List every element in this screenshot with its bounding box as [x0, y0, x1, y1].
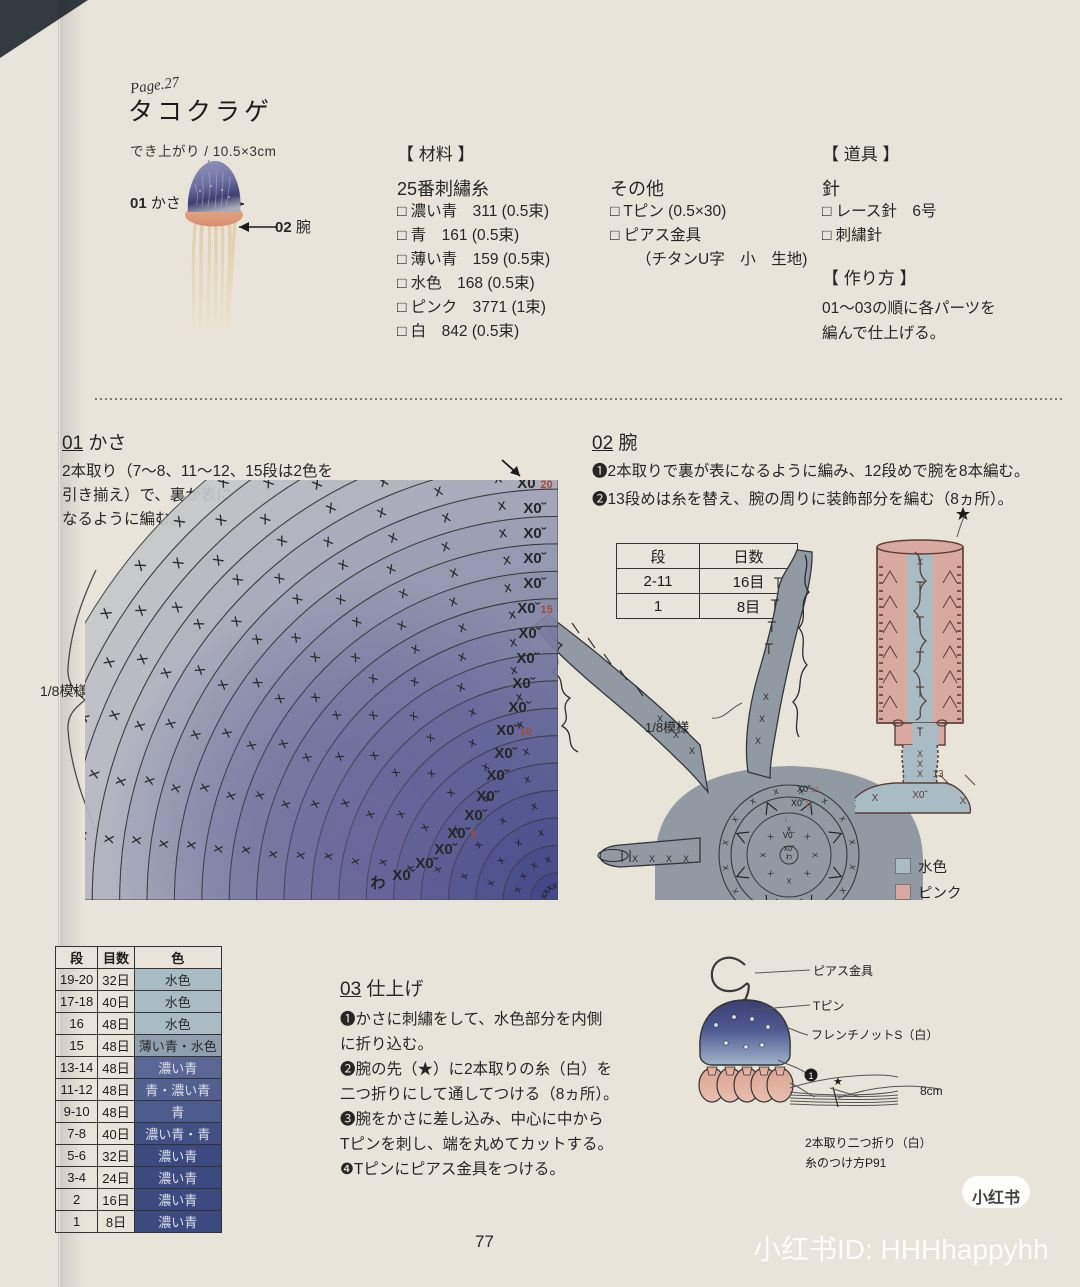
- svg-text:X0˘: X0˘: [392, 867, 415, 884]
- svg-text:X0˘: X0˘: [476, 788, 499, 805]
- svg-text:1: 1: [808, 1071, 813, 1081]
- svg-text:X0˘: X0˘: [523, 575, 546, 592]
- svg-text:わ: わ: [370, 875, 385, 892]
- svg-text:X0˘: X0˘: [464, 807, 487, 824]
- svg-text:ピアス金具: ピアス金具: [813, 963, 873, 978]
- svg-text:2本取り二つ折り（白）: 2本取り二つ折り（白）: [805, 1135, 932, 1150]
- svg-text:X0˘: X0˘: [518, 625, 541, 642]
- svg-text:フレンチノットS（白）: フレンチノットS（白）: [811, 1027, 938, 1042]
- svg-text:X0˘: X0˘: [415, 855, 438, 872]
- svg-text:X0˘20: X0˘20: [517, 475, 553, 492]
- svg-text:Tピン: Tピン: [813, 999, 844, 1013]
- svg-text:★: ★: [833, 1076, 843, 1088]
- svg-text:X0˘: X0˘: [512, 675, 535, 692]
- svg-text:X0˘: X0˘: [523, 500, 546, 517]
- svg-text:X0˘10: X0˘10: [496, 722, 532, 739]
- svg-text:X0˘: X0˘: [523, 525, 546, 542]
- svg-text:X0˘: X0˘: [494, 745, 517, 762]
- svg-text:糸のつけ方P91: 糸のつけ方P91: [805, 1155, 887, 1170]
- svg-text:X0˘: X0˘: [523, 550, 546, 567]
- svg-text:8cm: 8cm: [920, 1084, 943, 1098]
- svg-text:X0˘5: X0˘5: [447, 825, 476, 842]
- svg-text:X0˘15: X0˘15: [517, 600, 553, 617]
- svg-text:X0˘: X0˘: [486, 767, 509, 784]
- svg-text:X0˘: X0˘: [516, 650, 539, 667]
- svg-text:X0˘: X0˘: [508, 699, 531, 716]
